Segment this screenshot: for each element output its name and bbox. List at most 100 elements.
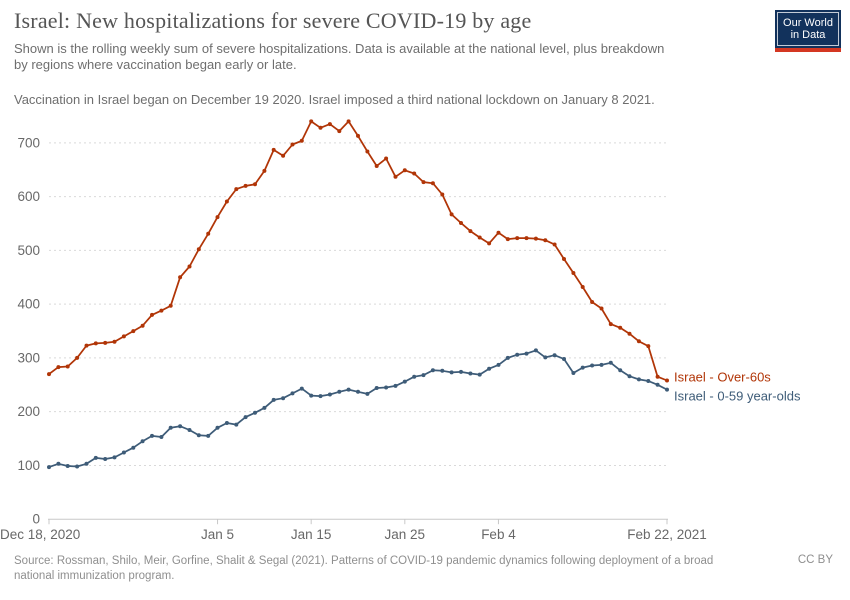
data-point [590,363,595,368]
data-point [365,391,370,396]
axes: 0 100 200 300 400 500 600 700 Dec 18, 2020 Jan 5 J… [0,135,707,542]
data-point [253,410,257,415]
source-note: Source: Rossman, Shilo, Meir, Gorfine, S… [14,554,774,584]
y-tick-label: 400 [17,297,40,312]
data-point [327,392,332,397]
chart-note: Vaccination in Israel began on December … [14,92,655,107]
y-tick-label: 0 [32,512,40,527]
data-point [636,377,641,382]
data-point [150,433,154,438]
data-point [543,355,548,360]
data-point [356,389,360,394]
data-point [178,424,183,429]
data-point [562,357,566,361]
data-point [56,461,61,466]
data-point [93,455,98,460]
data-point [449,370,454,375]
data-point [627,331,632,336]
data-point [140,439,145,444]
data-point [374,164,379,168]
owid-logo-line1: Our World [783,17,833,29]
data-point [159,308,164,313]
x-tick-label: Feb 4 [481,527,516,542]
data-point [412,171,417,176]
data-point [178,275,183,280]
data-point [346,119,351,124]
data-point [627,374,632,379]
data-point [646,344,651,349]
x-tick-label: Feb 22, 2021 [627,527,707,542]
data-point [477,235,482,240]
chart-subtitle: Shown is the rolling weekly sum of sever… [14,41,664,73]
data-point [384,156,389,161]
license-badge[interactable]: CC BY [797,554,833,566]
data-point [402,379,407,384]
data-point [590,300,595,304]
data-point [440,368,445,373]
data-point [440,192,445,197]
data-point [608,322,613,327]
chart-subtitle-line1: Shown is the rolling weekly sum of sever… [14,41,665,56]
data-point [290,391,295,396]
series-lines [47,119,669,470]
data-point [346,387,351,392]
owid-logo[interactable]: Our World in Data [775,10,841,52]
gridlines [49,142,668,466]
data-point [552,242,557,247]
data-point [505,355,510,360]
owid-logo-line2: in Data [790,29,826,41]
data-point [93,341,98,346]
data-point [599,306,604,311]
data-point [243,183,248,188]
data-point [140,323,145,328]
data-point [459,369,463,374]
series-line-1 [48,349,668,468]
data-point [159,435,164,439]
data-point [571,271,576,275]
data-point [459,221,463,225]
data-point [75,355,80,360]
data-point [271,147,276,152]
data-point [412,374,417,379]
data-point [505,237,510,242]
data-point [299,386,304,391]
x-tick-label: Jan 15 [291,527,332,542]
data-point [121,334,126,339]
data-point [262,168,267,173]
data-point [618,368,623,373]
y-tick-label: 700 [17,135,40,150]
data-point [337,129,342,134]
data-point [524,236,529,241]
data-point [206,231,211,236]
data-point [393,383,398,388]
data-point [56,365,61,370]
data-point [215,425,220,430]
data-point [524,351,529,356]
data-point [356,133,360,138]
data-point [393,174,398,179]
y-tick-label: 100 [17,458,40,473]
data-point [327,122,332,127]
data-point [103,457,108,461]
data-point [224,421,229,425]
data-point [187,428,192,432]
data-point [112,339,117,344]
data-point [580,365,585,370]
data-point [552,353,557,358]
data-point [65,464,70,468]
page-title: Israel: New hospitalizations for severe … [14,8,532,33]
data-point [309,393,314,398]
x-tick-label: Jan 25 [385,527,426,542]
y-tick-label: 200 [17,404,40,419]
data-point [655,382,660,387]
data-point [224,199,229,204]
data-point [515,236,520,241]
data-point [496,230,501,235]
data-point [421,180,426,185]
data-point [608,360,613,365]
data-point [234,422,239,427]
x-tick-label: Jan 5 [201,527,234,542]
data-point [253,182,257,187]
data-point [468,229,473,234]
